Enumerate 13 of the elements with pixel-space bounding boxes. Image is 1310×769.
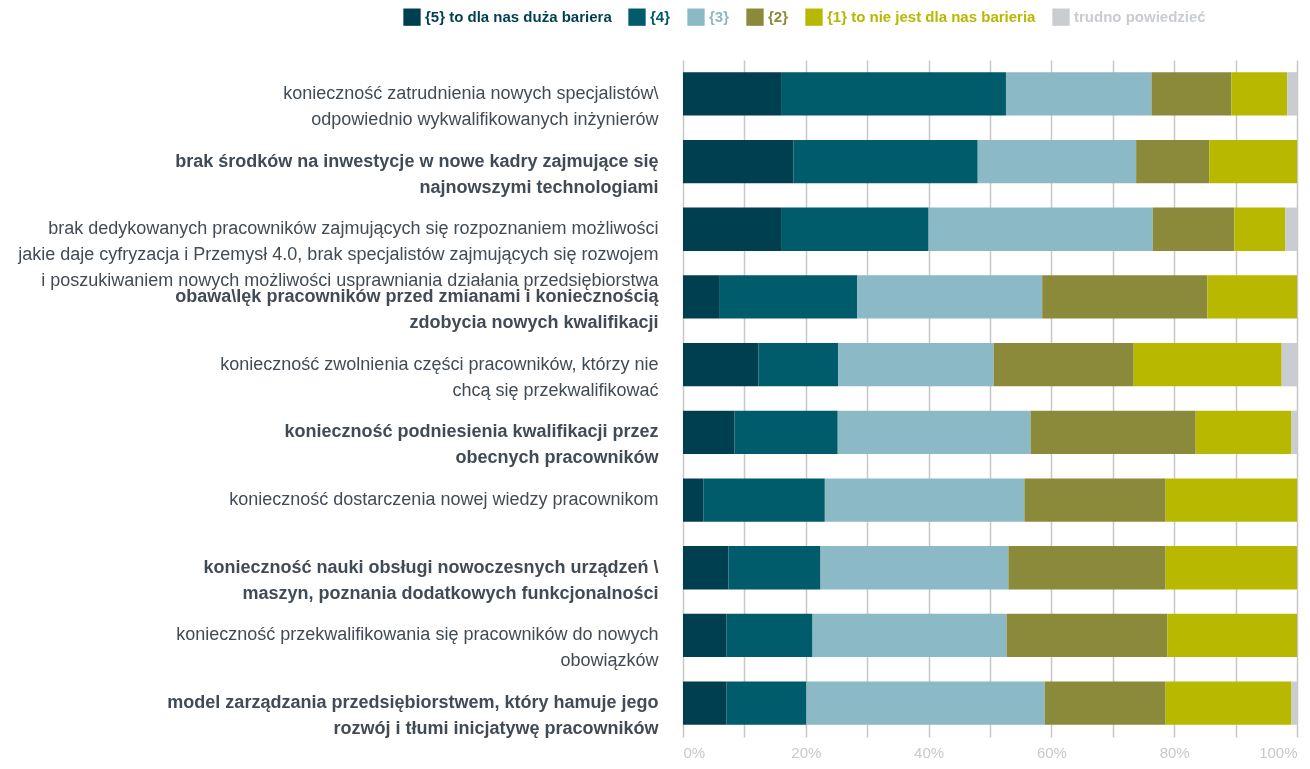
y-tick-label: konieczność podniesienia kwalifikacji przez obecnych pracowników bbox=[284, 421, 660, 468]
y-tick-label: konieczność nauki obsługi nowoczesnych urządzeń \ maszyn, poznania dodatkowych funkcjonalności bbox=[203, 556, 659, 603]
y-tick-label: konieczność dostarczenia nowej wiedzy pracownikom bbox=[229, 489, 659, 510]
y-tick-label: brak środków na inwestycje w nowe kadry zajmujące się najnowszymi technologiami bbox=[175, 150, 659, 197]
legend-label: {2} bbox=[768, 8, 789, 26]
y-tick-label: model zarządzania przedsiębiorstwem, który hamuje jego rozwój i tłumi inicjatywę pracowników bbox=[167, 692, 660, 739]
y-tick-label: konieczność zwolnienia części pracowników, którzy nie chcą się przekwalifikować bbox=[220, 353, 659, 400]
y-tick-label: konieczność zatrudnienia nowych specjalistów\ odpowiednio wykwalifikowanych inżynierów bbox=[283, 82, 660, 129]
legend-label: {5} to dla nas duża bariera bbox=[425, 8, 613, 26]
legend-label: {4} bbox=[650, 8, 671, 26]
legend-label: {1} to nie jest dla nas barieria bbox=[827, 8, 1037, 26]
y-tick-label: konieczność przekwalifikowania się pracowników do nowych obowiązków bbox=[176, 624, 660, 671]
legend-label: {3} bbox=[709, 8, 730, 26]
